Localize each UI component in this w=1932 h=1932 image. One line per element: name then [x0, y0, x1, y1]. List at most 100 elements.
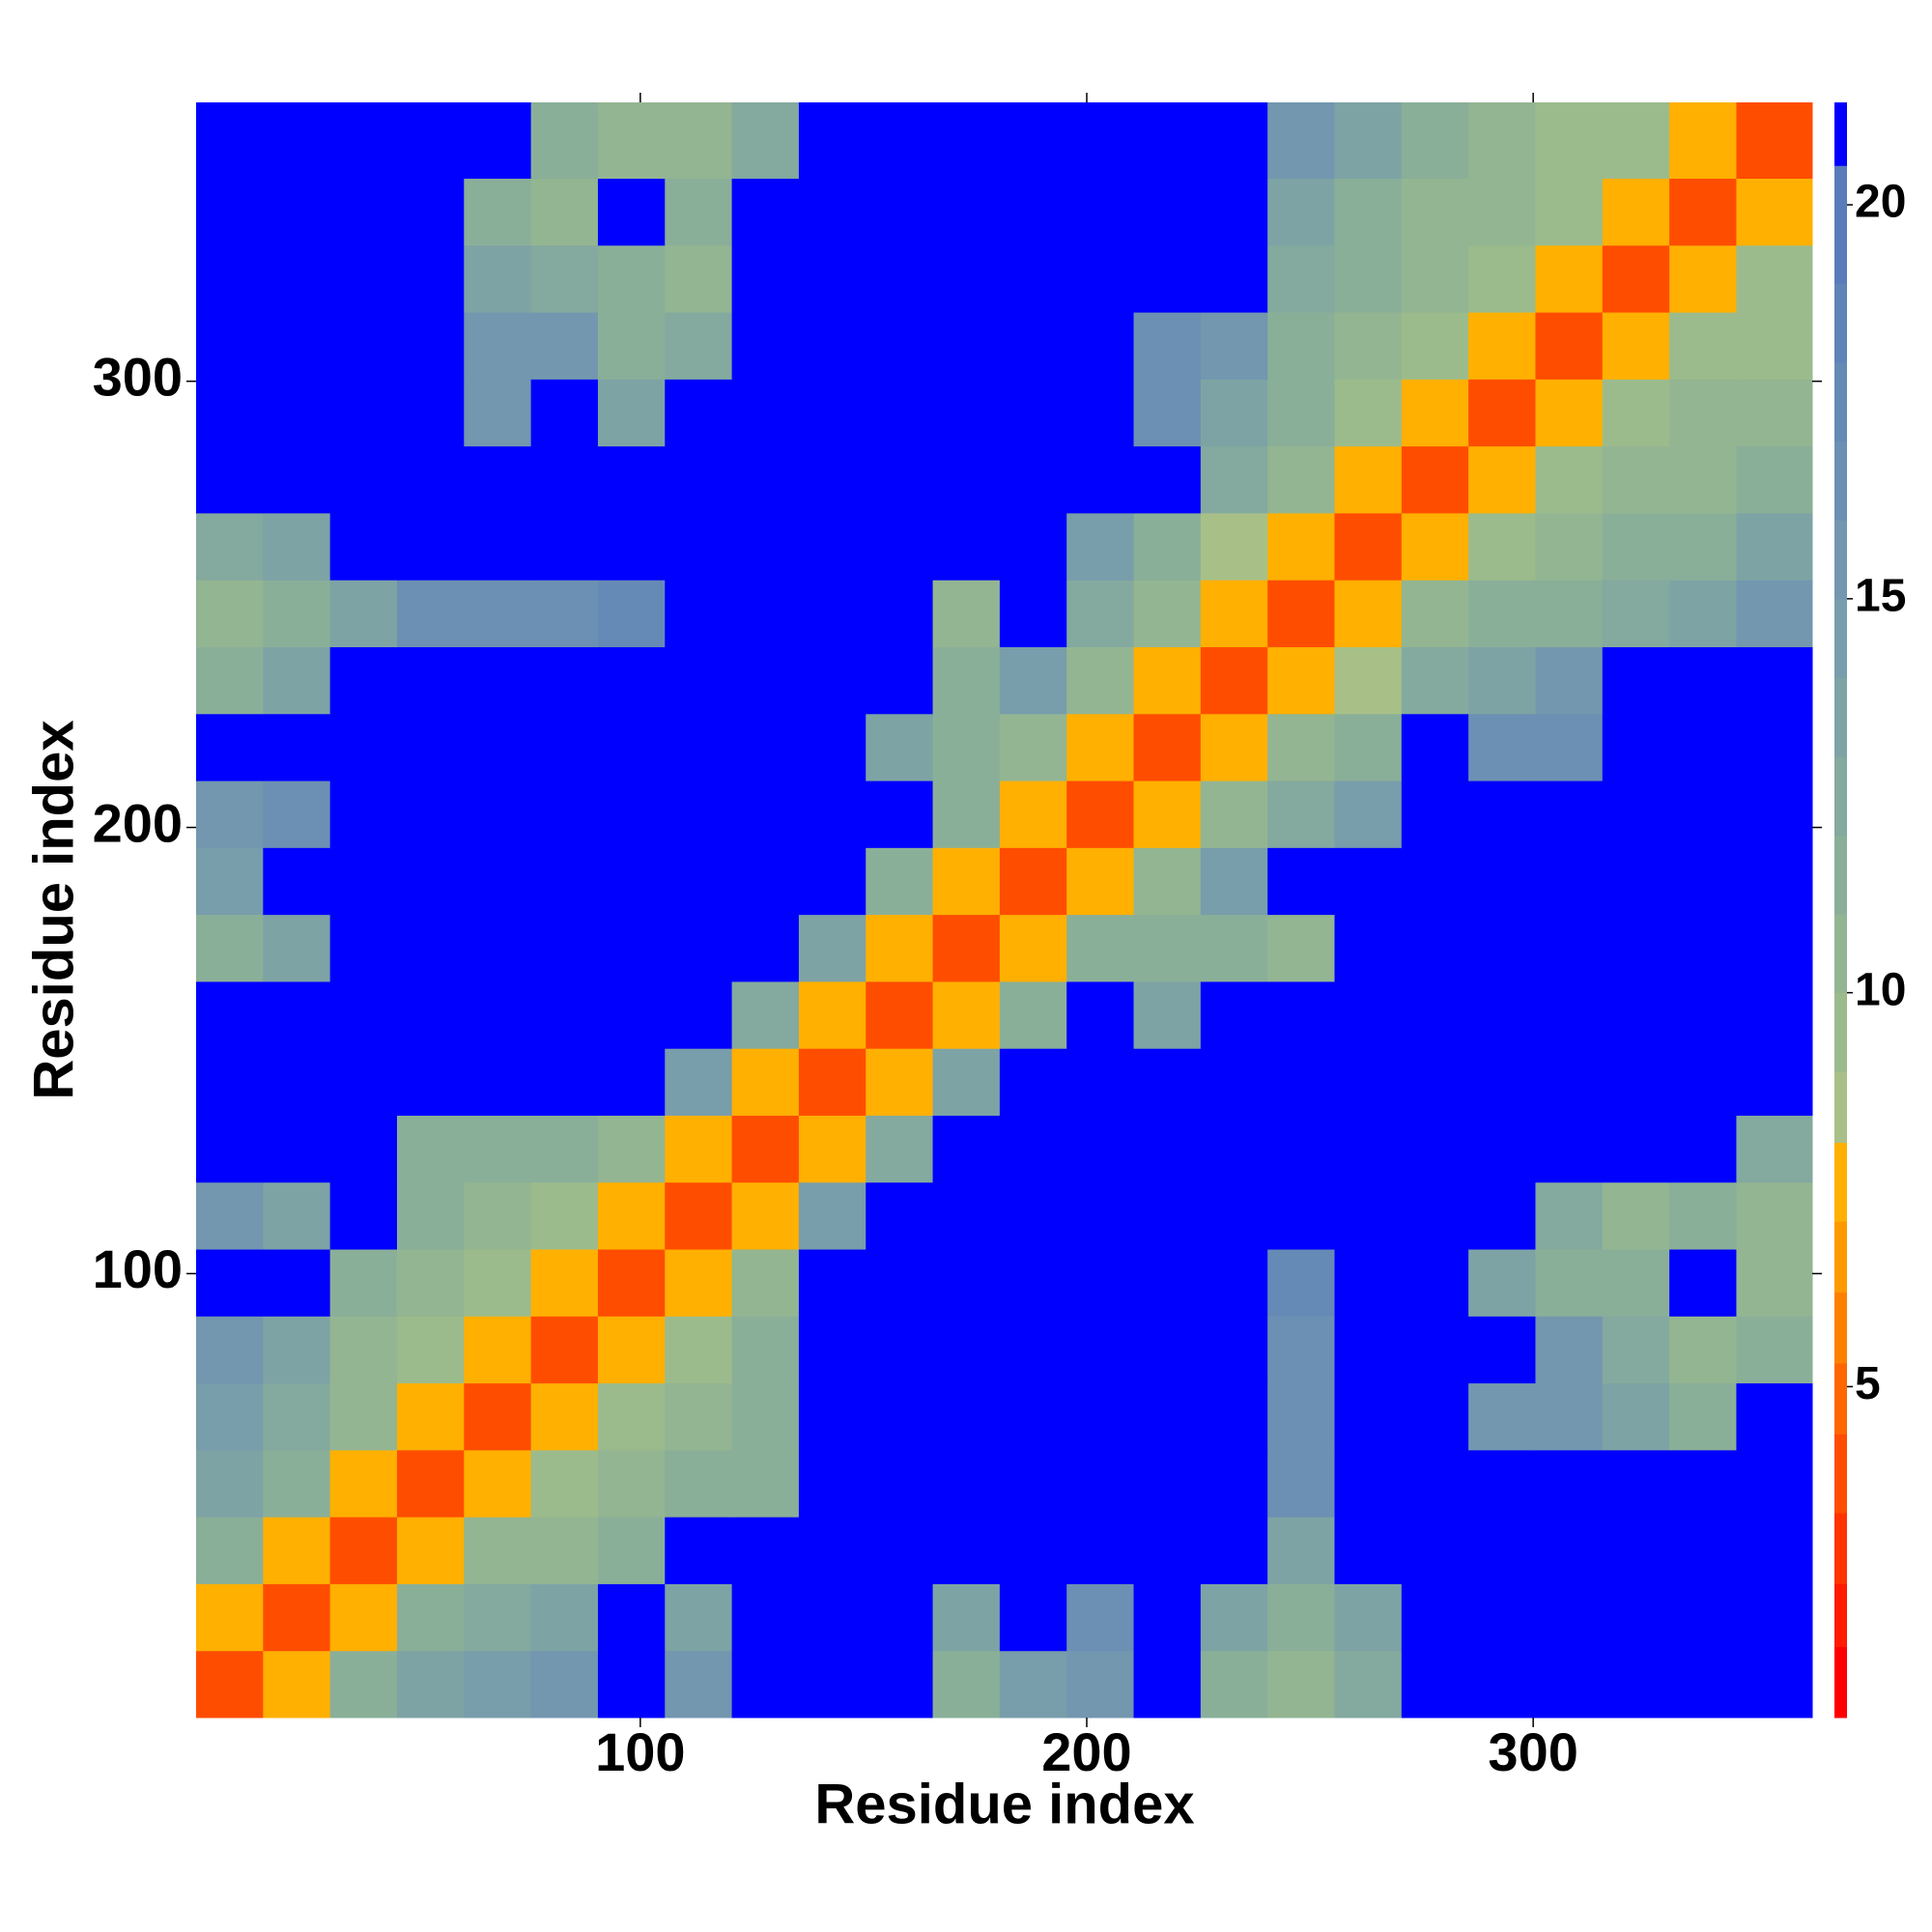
heatmap-cell — [1535, 781, 1604, 848]
heatmap-cell — [798, 102, 867, 180]
heatmap-cell — [263, 1048, 331, 1116]
heatmap-cell — [798, 914, 867, 982]
heatmap-cell — [263, 1449, 331, 1518]
heatmap-cell — [597, 1249, 666, 1317]
heatmap-cell — [932, 1583, 1001, 1652]
heatmap-cell — [1066, 244, 1135, 313]
heatmap-cell — [1267, 1583, 1335, 1652]
heatmap-cell — [932, 1115, 1001, 1183]
heatmap-cell — [1468, 1650, 1536, 1719]
heatmap-cell — [1669, 980, 1737, 1049]
heatmap-cell — [1736, 178, 1813, 246]
heatmap-cell — [1066, 713, 1135, 781]
heatmap-cell — [798, 244, 867, 313]
heatmap-cell — [1133, 312, 1202, 380]
heatmap-cell — [329, 1517, 398, 1584]
heatmap-cell — [665, 1382, 733, 1451]
heatmap-cell — [1736, 580, 1813, 647]
heatmap-cell — [1200, 1316, 1268, 1384]
heatmap-cell — [1602, 102, 1670, 180]
heatmap-cell — [665, 244, 733, 313]
heatmap-cell — [798, 1249, 867, 1317]
heatmap-cell — [263, 847, 331, 916]
heatmap-cell — [1133, 1517, 1202, 1584]
heatmap-cell — [1736, 445, 1813, 514]
heatmap-cell — [196, 1115, 264, 1183]
heatmap-cell — [932, 713, 1001, 781]
heatmap-cell — [464, 512, 532, 581]
heatmap-cell — [1535, 1382, 1604, 1451]
colorbar-segment — [1834, 914, 1847, 994]
colorbar-segment — [1834, 283, 1847, 363]
heatmap-cell — [263, 1583, 331, 1652]
heatmap-cell — [665, 914, 733, 982]
heatmap-cell — [1133, 178, 1202, 246]
heatmap-cell — [1066, 1115, 1135, 1183]
heatmap-cell — [999, 102, 1067, 180]
heatmap-cell — [999, 1650, 1067, 1719]
heatmap-cell — [530, 1517, 599, 1584]
heatmap-cell — [396, 1115, 465, 1183]
heatmap-cell — [999, 1115, 1067, 1183]
heatmap-cell — [597, 580, 666, 647]
heatmap-cell — [932, 646, 1001, 715]
heatmap-cell — [1401, 1115, 1469, 1183]
heatmap-cell — [1736, 1249, 1813, 1317]
colorbar-segment — [1834, 1646, 1847, 1719]
colorbar-segment — [1834, 1434, 1847, 1514]
heatmap-cell — [196, 580, 264, 647]
heatmap-cell — [1535, 1650, 1604, 1719]
heatmap-cell — [530, 781, 599, 848]
heatmap-cell — [1334, 445, 1403, 514]
x-axis-title: Residue index — [814, 1773, 1194, 1835]
heatmap-cell — [263, 1517, 331, 1584]
heatmap-cell — [1334, 512, 1403, 581]
heatmap-cell — [329, 914, 398, 982]
heatmap-cell — [1535, 102, 1604, 180]
heatmap-cell — [866, 312, 934, 380]
colorbar-segment — [1834, 362, 1847, 442]
heatmap-cell — [396, 244, 465, 313]
heatmap-cell — [1401, 646, 1469, 715]
heatmap-cell — [932, 312, 1001, 380]
heatmap-cell — [866, 1650, 934, 1719]
heatmap-cell — [1669, 1316, 1737, 1384]
heatmap-cell — [1200, 646, 1268, 715]
heatmap-cell — [1468, 312, 1536, 380]
heatmap-cell — [196, 713, 264, 781]
heatmap-cell — [1602, 980, 1670, 1049]
heatmap-cell — [665, 781, 733, 848]
heatmap-cell — [597, 1115, 666, 1183]
heatmap-cell — [999, 1249, 1067, 1317]
heatmap-cell — [1669, 781, 1737, 848]
heatmap-cell — [1066, 1181, 1135, 1250]
heatmap-cell — [263, 914, 331, 982]
heatmap-cell — [196, 1449, 264, 1518]
heatmap-cell — [932, 445, 1001, 514]
heatmap-cell — [1736, 1181, 1813, 1250]
heatmap-cell — [866, 980, 934, 1049]
heatmap-cell — [1535, 914, 1604, 982]
heatmap-cell — [932, 1249, 1001, 1317]
heatmap-cell — [196, 1048, 264, 1116]
heatmap-cell — [263, 244, 331, 313]
heatmap-cell — [1669, 1249, 1737, 1317]
heatmap-cell — [1736, 1382, 1813, 1451]
heatmap-cell — [396, 379, 465, 447]
heatmap-cell — [530, 980, 599, 1049]
heatmap-cell — [1736, 102, 1813, 180]
heatmap-cell — [1200, 1048, 1268, 1116]
heatmap-cell — [329, 1650, 398, 1719]
heatmap-cell — [1736, 1650, 1813, 1719]
heatmap-cell — [464, 244, 532, 313]
heatmap-cell — [731, 1115, 800, 1183]
heatmap-cell — [1669, 1583, 1737, 1652]
heatmap-cell — [1401, 244, 1469, 313]
colorbar-segment — [1834, 1583, 1847, 1648]
heatmap-cell — [1736, 646, 1813, 715]
heatmap-cell — [866, 781, 934, 848]
heatmap-cell — [1200, 1382, 1268, 1451]
heatmap-cell — [1736, 713, 1813, 781]
heatmap-cell — [1066, 1583, 1135, 1652]
